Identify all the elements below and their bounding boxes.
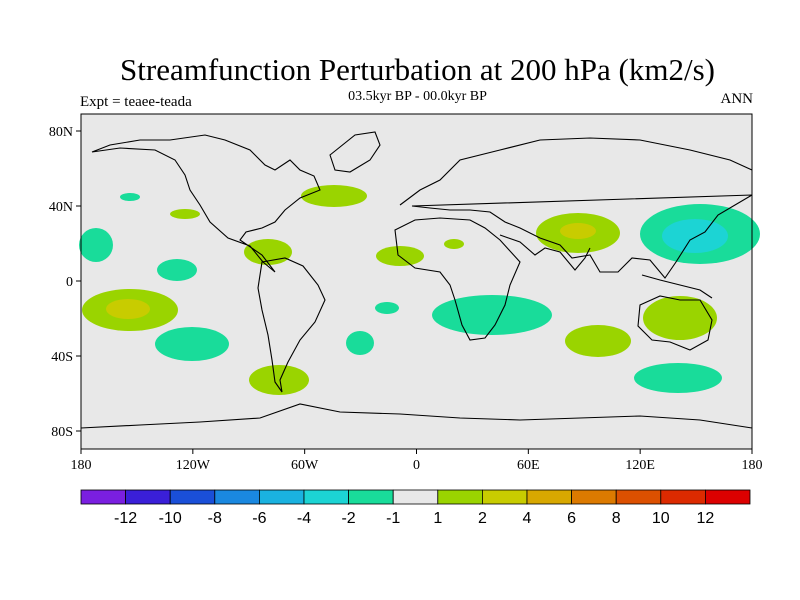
- colorbar-swatch: [392, 489, 439, 505]
- colorbar-swatch: [214, 489, 260, 505]
- colorbar-swatch: [660, 489, 706, 505]
- coast-south-america: [257, 257, 326, 393]
- anomaly-neg-southpac-e: [634, 363, 722, 393]
- colorbar-swatch: [125, 489, 171, 505]
- colorbar-label: -2: [341, 510, 355, 527]
- anomaly-neg-spac2: [155, 327, 229, 361]
- colorbar-swatch: [481, 489, 528, 505]
- anomaly-pos-eastpac: [170, 209, 200, 219]
- lat-tick-label: 0: [66, 275, 73, 290]
- plot-title: Streamfunction Perturbation at 200 hPa (…: [120, 52, 715, 87]
- lon-tick-label: 120W: [176, 458, 211, 473]
- colorbar-label: -4: [297, 510, 311, 527]
- anomaly-pos-spac-core: [106, 299, 150, 319]
- colorbar-label: -6: [252, 510, 266, 527]
- lon-tick-label: 0: [413, 458, 420, 473]
- anomaly-pos-samerica: [249, 365, 309, 395]
- lat-tick-label: 80S: [51, 425, 73, 440]
- lon-tick-label: 60W: [291, 458, 319, 473]
- coast-arabia-india: [499, 234, 591, 271]
- colorbar-label: -8: [208, 510, 222, 527]
- colorbar-swatch: [526, 489, 572, 505]
- latitude-axis: 80N 40N 0 40S 80S: [49, 125, 81, 440]
- anomaly-neg-satl: [375, 302, 399, 314]
- colorbar-label: 2: [478, 510, 487, 527]
- anomaly-neg-wpac-core: [662, 219, 728, 253]
- colorbar-label: 8: [612, 510, 621, 527]
- period-label: ANN: [720, 91, 754, 107]
- colorbar-label: 1: [433, 510, 442, 527]
- anomaly-pos-australia: [643, 296, 717, 340]
- lon-tick-label: 60E: [517, 458, 540, 473]
- coast-europe-asia: [399, 137, 753, 279]
- anomaly-pos-tibet-core: [560, 223, 596, 239]
- colorbar-label: -12: [114, 510, 137, 527]
- anomaly-neg-nepac: [120, 193, 140, 201]
- lat-tick-label: 40N: [49, 200, 73, 215]
- map-background: [81, 114, 752, 449]
- colorbar-swatch: [303, 489, 349, 505]
- coast-antarctica: [80, 403, 753, 429]
- colorbar-swatch: [615, 489, 662, 505]
- lat-tick-label: 80N: [49, 125, 73, 140]
- colorbar-label: 10: [652, 510, 670, 527]
- anomaly-neg-satl2: [346, 331, 374, 355]
- anomaly-pos-sindian: [565, 325, 631, 357]
- colorbar-label: 6: [567, 510, 576, 527]
- experiment-label: Expt = teaee-teada: [80, 94, 192, 110]
- plot-subtitle: 03.5kyr BP - 00.0kyr BP: [348, 89, 487, 104]
- lon-tick-label: 180: [71, 458, 92, 473]
- colorbar-swatch: [348, 489, 394, 505]
- colorbar-swatch: [80, 489, 126, 505]
- coast-africa: [394, 217, 521, 341]
- coast-north-america: [91, 134, 321, 273]
- colorbar-swatch: [169, 489, 216, 505]
- coast-indonesia: [641, 274, 713, 299]
- colorbar-label: -1: [386, 510, 400, 527]
- lat-tick-label: 40S: [51, 350, 73, 365]
- anomaly-neg-trop-pac: [157, 259, 197, 281]
- lon-tick-label: 120E: [625, 458, 655, 473]
- anomaly-pos-natl: [301, 185, 367, 207]
- longitude-axis: 180 120W 60W 0 60E 120E 180: [71, 449, 763, 473]
- colorbar-label: 4: [523, 510, 532, 527]
- anomaly-neg-westedge: [79, 228, 113, 262]
- colorbar-swatch: [258, 489, 305, 505]
- colorbar-swatch: [571, 489, 617, 505]
- colorbar-swatch: [437, 489, 483, 505]
- colorbar-swatch: [705, 489, 751, 505]
- colorbar-label: 12: [697, 510, 715, 527]
- colorbar: -12 -10 -8 -6 -4 -2 -1 1 2 4 6 8 10 12: [80, 489, 751, 527]
- coast-australia: [637, 295, 713, 351]
- coastlines: [80, 131, 753, 429]
- lon-tick-label: 180: [742, 458, 763, 473]
- anomaly-pos-sahara: [444, 239, 464, 249]
- coast-greenland: [329, 131, 381, 173]
- colorbar-label: -10: [159, 510, 182, 527]
